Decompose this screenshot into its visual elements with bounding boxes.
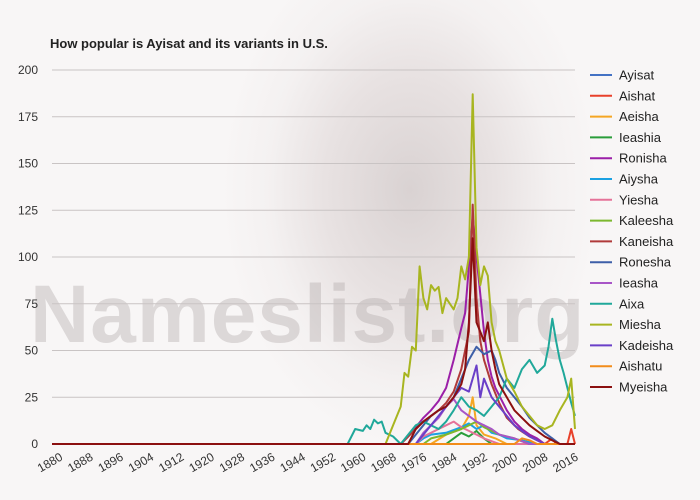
legend-label-ronisha: Ronisha <box>619 151 667 166</box>
x-tick-label: 1992 <box>459 450 489 476</box>
y-axis-ticks: 0 25 50 75 100 125 150 175 200 <box>18 63 38 451</box>
legend-label-miesha: Miesha <box>619 317 662 332</box>
series-line-ieasha <box>52 398 575 445</box>
legend-label-ieashia: Ieashia <box>619 130 662 145</box>
x-tick-label: 1984 <box>429 450 459 476</box>
series-line-ieashia <box>52 429 575 445</box>
x-tick-label: 1968 <box>368 450 398 476</box>
legend-label-ieasha: Ieasha <box>619 276 659 291</box>
y-tick-label: 200 <box>18 63 38 77</box>
legend-label-aixa: Aixa <box>619 296 645 311</box>
x-tick-label: 1896 <box>96 450 126 476</box>
series-line-ronisha <box>52 214 575 445</box>
legend-label-ronesha: Ronesha <box>619 255 672 270</box>
legend-label-myeisha: Myeisha <box>619 380 668 395</box>
y-tick-label: 150 <box>18 157 38 171</box>
y-tick-label: 75 <box>25 297 39 311</box>
y-tick-label: 0 <box>31 437 38 451</box>
x-tick-label: 2008 <box>520 450 550 476</box>
legend-label-kaleesha: Kaleesha <box>619 213 674 228</box>
x-tick-label: 1952 <box>308 450 338 476</box>
x-tick-label: 1920 <box>187 450 217 476</box>
x-tick-label: 1904 <box>126 450 156 476</box>
legend-label-aishat: Aishat <box>619 88 656 103</box>
chart-title: How popular is Ayisat and its variants i… <box>50 36 328 51</box>
legend-label-aeisha: Aeisha <box>619 109 660 124</box>
legend: Ayisat Aishat Aeisha Ieashia Ronisha Aiysha Yi… <box>590 68 674 395</box>
series-line-aishatu <box>52 437 575 445</box>
legend-label-kadeisha: Kadeisha <box>619 338 674 353</box>
legend-label-aishatu: Aishatu <box>619 359 662 374</box>
x-axis-ticks: 1880 1888 1896 1904 1912 1920 1928 1936 1944 1952… <box>35 450 581 476</box>
series-line-miesha <box>52 93 576 445</box>
series-line-myeisha <box>52 237 575 445</box>
legend-label-kaneisha: Kaneisha <box>619 234 674 249</box>
x-tick-label: 2000 <box>490 450 520 476</box>
series-line-kaneisha <box>52 203 575 445</box>
x-tick-label: 1888 <box>65 450 95 476</box>
series-line-kadeisha <box>52 364 575 445</box>
series-lines <box>52 93 576 445</box>
series-line-aixa <box>52 317 576 445</box>
x-tick-label: 1912 <box>156 450 186 476</box>
x-tick-label: 1944 <box>277 450 307 476</box>
series-line-yiesha <box>52 420 575 445</box>
x-tick-label: 1976 <box>399 450 429 476</box>
y-tick-label: 125 <box>18 203 38 217</box>
x-tick-label: 1936 <box>247 450 277 476</box>
x-tick-label: 2016 <box>550 450 580 476</box>
legend-label-yiesha: Yiesha <box>619 192 659 207</box>
grid <box>52 69 575 445</box>
legend-label-aiysha: Aiysha <box>619 172 659 187</box>
y-tick-label: 100 <box>18 250 38 264</box>
y-tick-label: 175 <box>18 110 38 124</box>
series-line-aishat <box>52 428 576 445</box>
y-tick-label: 25 <box>25 390 39 404</box>
x-tick-label: 1880 <box>35 450 65 476</box>
legend-label-ayisat: Ayisat <box>619 68 655 83</box>
y-tick-label: 50 <box>25 344 39 358</box>
x-tick-label: 1960 <box>338 450 368 476</box>
x-tick-label: 1928 <box>217 450 247 476</box>
series-line-aeisha <box>52 396 575 445</box>
